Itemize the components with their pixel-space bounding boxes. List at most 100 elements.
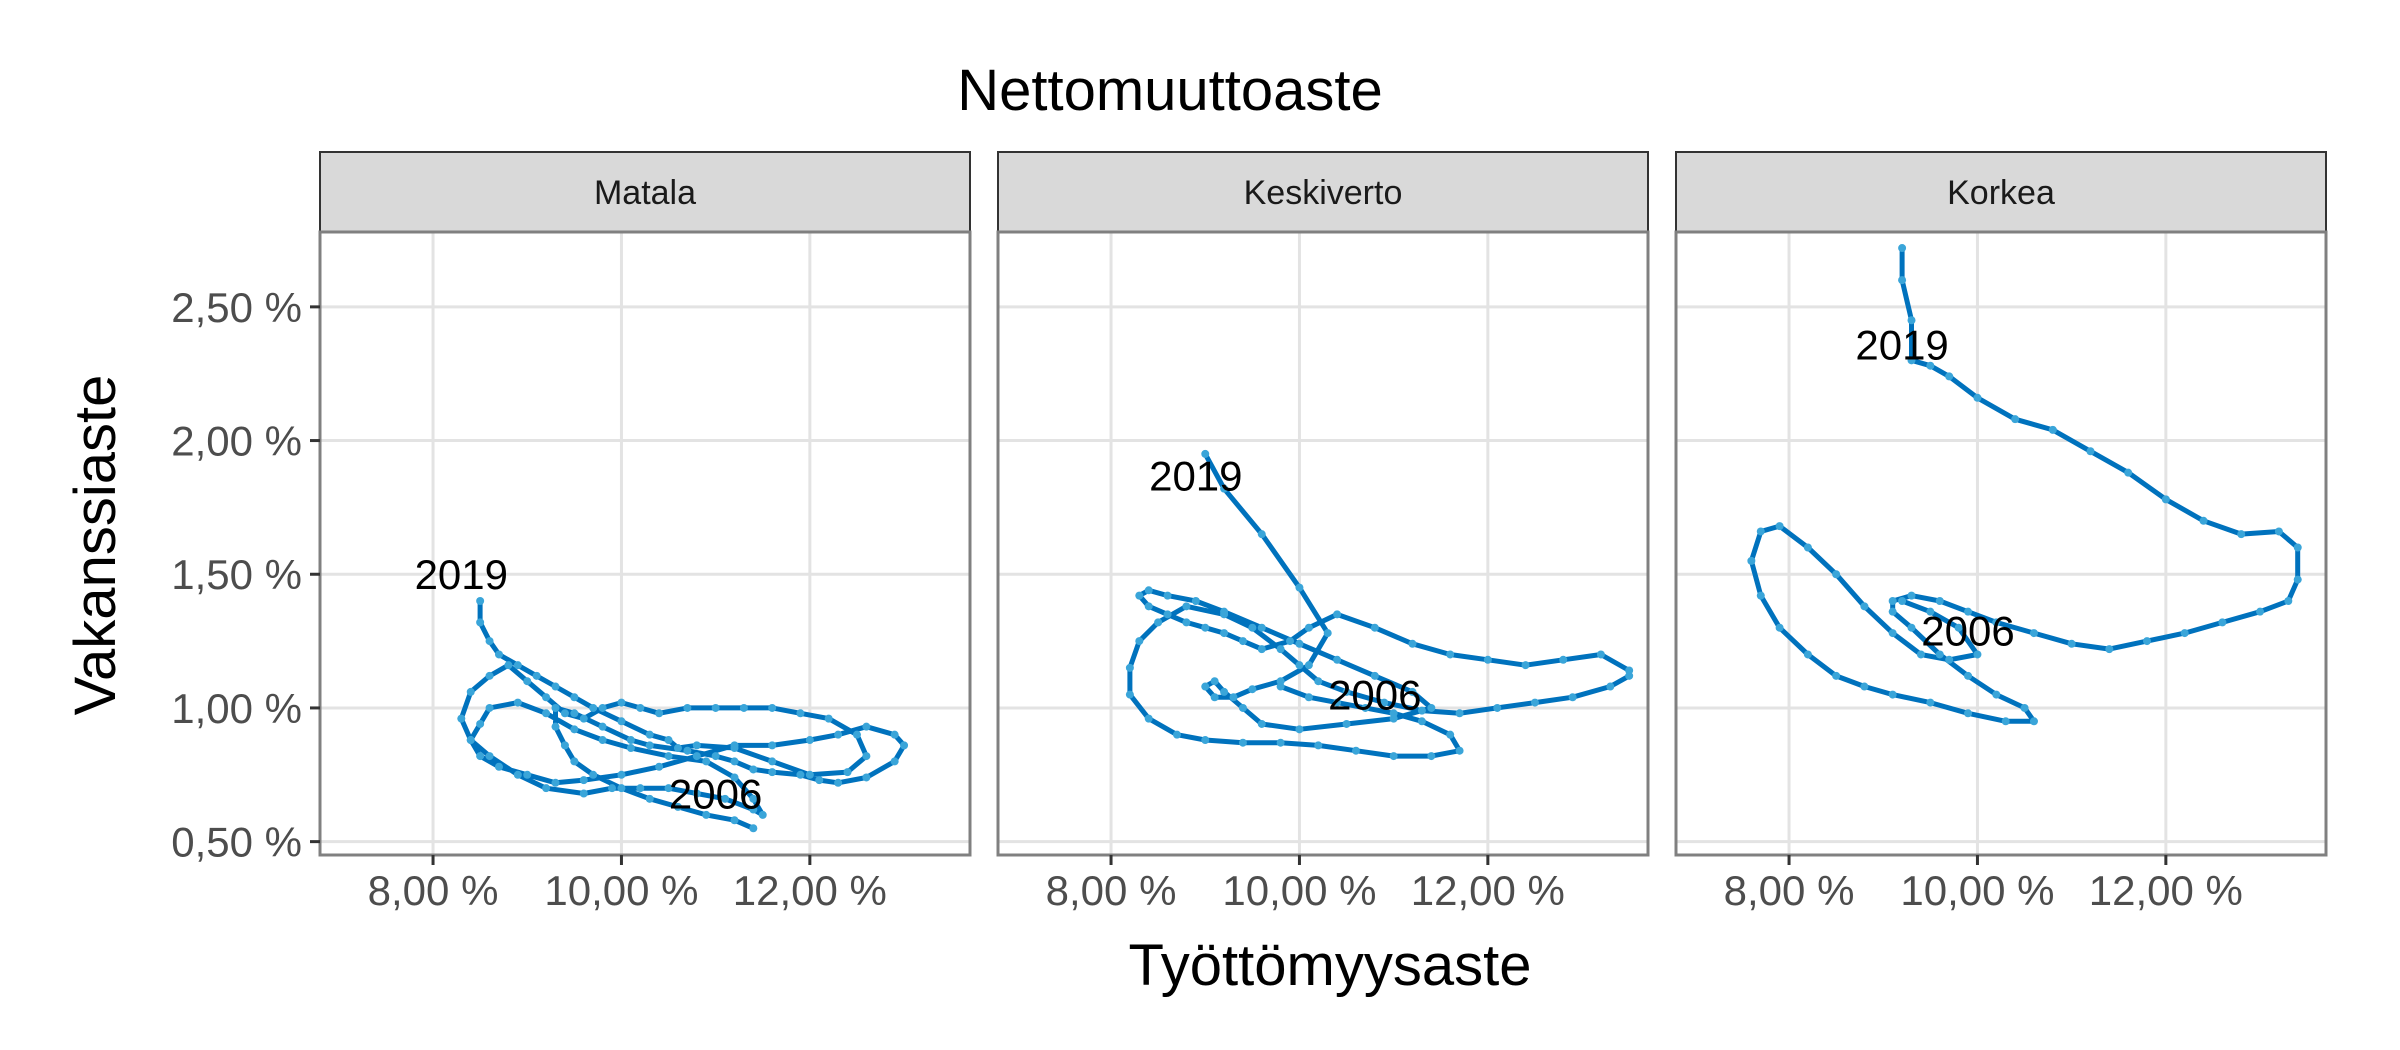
data-point [551, 682, 560, 691]
data-point [466, 736, 475, 745]
data-point [1756, 527, 1765, 536]
data-point [1945, 655, 1954, 664]
data-point [1257, 719, 1266, 728]
y-tick-label: 0,50 % [171, 819, 302, 866]
data-point [1954, 623, 1963, 632]
data-point [645, 741, 654, 750]
data-point [1314, 677, 1323, 686]
data-point [749, 805, 758, 814]
y-axis-title: Vakanssiaste [63, 375, 128, 716]
data-point [570, 693, 579, 702]
data-point [1935, 596, 1944, 605]
data-point [1389, 752, 1398, 761]
data-point [1314, 741, 1323, 750]
data-point [1408, 687, 1417, 696]
data-point [1926, 698, 1935, 707]
x-tick-label: 10,00 % [1222, 867, 1376, 914]
data-point [1992, 690, 2001, 699]
data-point [476, 596, 485, 605]
data-point [768, 741, 777, 750]
data-point [655, 709, 664, 718]
data-point [1210, 677, 1219, 686]
data-point [1625, 666, 1634, 675]
data-point [1333, 655, 1342, 664]
data-point [2293, 543, 2302, 552]
data-point [598, 703, 607, 712]
data-point [749, 794, 758, 803]
data-point [1446, 650, 1455, 659]
data-point [551, 778, 560, 787]
data-point [1351, 746, 1360, 755]
data-point [1898, 276, 1907, 285]
data-point [739, 703, 748, 712]
data-point [1389, 714, 1398, 723]
y-tick-label: 1,50 % [171, 551, 302, 598]
data-point [1144, 586, 1153, 595]
data-point [1916, 650, 1925, 659]
data-point [1417, 717, 1426, 726]
data-point [542, 709, 551, 718]
data-point [523, 770, 532, 779]
data-point [900, 741, 909, 750]
panel-border [318, 230, 972, 857]
data-point [1973, 393, 1982, 402]
data-point [1323, 629, 1332, 638]
data-point [1342, 687, 1351, 696]
data-point [513, 661, 522, 670]
data-point [1295, 639, 1304, 648]
data-point [2161, 495, 2170, 504]
data-point [457, 714, 466, 723]
x-tick-label: 8,00 % [1046, 867, 1177, 914]
data-point [1361, 703, 1370, 712]
data-point [1427, 703, 1436, 712]
data-point [2256, 607, 2265, 616]
data-point [598, 736, 607, 745]
data-point [1935, 650, 1944, 659]
data-point [494, 650, 503, 659]
data-point [560, 709, 569, 718]
data-point [1304, 661, 1313, 670]
data-point [1248, 623, 1257, 632]
data-point [1860, 682, 1869, 691]
data-point [890, 730, 899, 739]
data-point [796, 770, 805, 779]
data-point [1888, 607, 1897, 616]
data-point [1370, 623, 1379, 632]
data-point [636, 784, 645, 793]
data-point [1154, 618, 1163, 627]
data-point [1238, 738, 1247, 747]
data-point [749, 765, 758, 774]
data-point [1220, 607, 1229, 616]
data-point [1964, 709, 1973, 718]
panel-keskiverto: Keskiverto 2019 2006 8,00 % 10,00 % 12,00 % [996, 151, 1650, 914]
data-point [1201, 682, 1210, 691]
data-point [579, 789, 588, 798]
x-tick-label: 8,00 % [368, 867, 499, 914]
data-point [617, 770, 626, 779]
data-point [626, 744, 635, 753]
data-point [1201, 736, 1210, 745]
data-point [1333, 698, 1342, 707]
data-point [1144, 714, 1153, 723]
data-point [560, 741, 569, 750]
data-point [758, 810, 767, 819]
year-annotation: 2006 [1328, 672, 1421, 719]
data-point [2011, 415, 2020, 424]
data-point [1276, 677, 1285, 686]
data-point [2020, 703, 2029, 712]
data-point [692, 741, 701, 750]
x-axis-title: Työttömyysaste [1129, 933, 1532, 998]
data-point [692, 752, 701, 761]
data-point [1455, 709, 1464, 718]
data-point [551, 703, 560, 712]
data-point [617, 784, 626, 793]
data-point [476, 752, 485, 761]
data-point [1342, 719, 1351, 728]
data-point [1832, 671, 1841, 680]
data-point [1229, 693, 1238, 702]
panel-korkea: Korkea 2019 2006 8,00 % 10,00 % 12,00 % [1674, 151, 2328, 914]
data-point [664, 784, 673, 793]
data-point [815, 776, 824, 785]
data-point [570, 725, 579, 734]
data-point [1295, 583, 1304, 592]
